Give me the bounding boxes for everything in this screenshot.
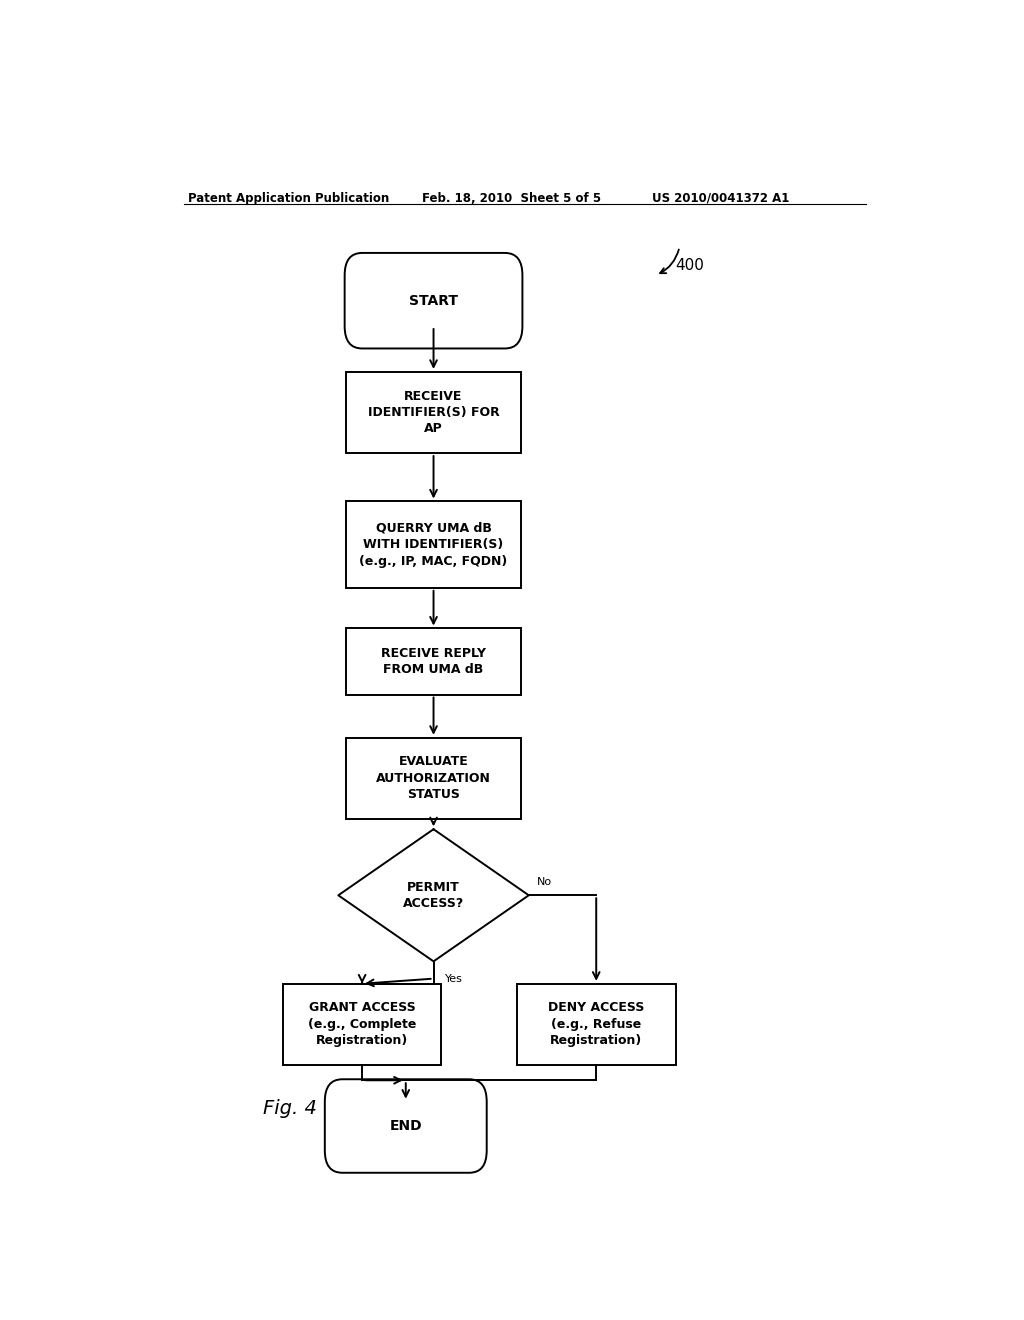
Polygon shape bbox=[338, 829, 528, 961]
Text: No: No bbox=[537, 878, 552, 887]
Text: END: END bbox=[389, 1119, 422, 1133]
Text: 400: 400 bbox=[676, 257, 705, 273]
Text: PERMIT
ACCESS?: PERMIT ACCESS? bbox=[402, 880, 464, 909]
Bar bbox=[346, 738, 521, 818]
Bar bbox=[346, 372, 521, 453]
Bar bbox=[517, 983, 676, 1065]
Text: Patent Application Publication: Patent Application Publication bbox=[187, 191, 389, 205]
Text: GRANT ACCESS
(e.g., Complete
Registration): GRANT ACCESS (e.g., Complete Registratio… bbox=[308, 1002, 417, 1047]
Text: DENY ACCESS
(e.g., Refuse
Registration): DENY ACCESS (e.g., Refuse Registration) bbox=[548, 1002, 644, 1047]
Text: RECEIVE REPLY
FROM UMA dB: RECEIVE REPLY FROM UMA dB bbox=[381, 647, 486, 676]
FancyBboxPatch shape bbox=[345, 253, 522, 348]
Text: Yes: Yes bbox=[445, 974, 463, 983]
Text: EVALUATE
AUTHORIZATION
STATUS: EVALUATE AUTHORIZATION STATUS bbox=[376, 755, 490, 801]
Text: QUERRY UMA dB
WITH IDENTIFIER(S)
(e.g., IP, MAC, FQDN): QUERRY UMA dB WITH IDENTIFIER(S) (e.g., … bbox=[359, 521, 508, 568]
Text: Fig. 4: Fig. 4 bbox=[263, 1098, 316, 1118]
Text: Feb. 18, 2010  Sheet 5 of 5: Feb. 18, 2010 Sheet 5 of 5 bbox=[422, 191, 601, 205]
Bar bbox=[283, 983, 441, 1065]
Text: RECEIVE
IDENTIFIER(S) FOR
AP: RECEIVE IDENTIFIER(S) FOR AP bbox=[368, 389, 500, 436]
Bar bbox=[346, 628, 521, 694]
FancyBboxPatch shape bbox=[325, 1080, 486, 1172]
Bar bbox=[346, 502, 521, 587]
Text: START: START bbox=[409, 293, 458, 308]
Text: US 2010/0041372 A1: US 2010/0041372 A1 bbox=[652, 191, 790, 205]
